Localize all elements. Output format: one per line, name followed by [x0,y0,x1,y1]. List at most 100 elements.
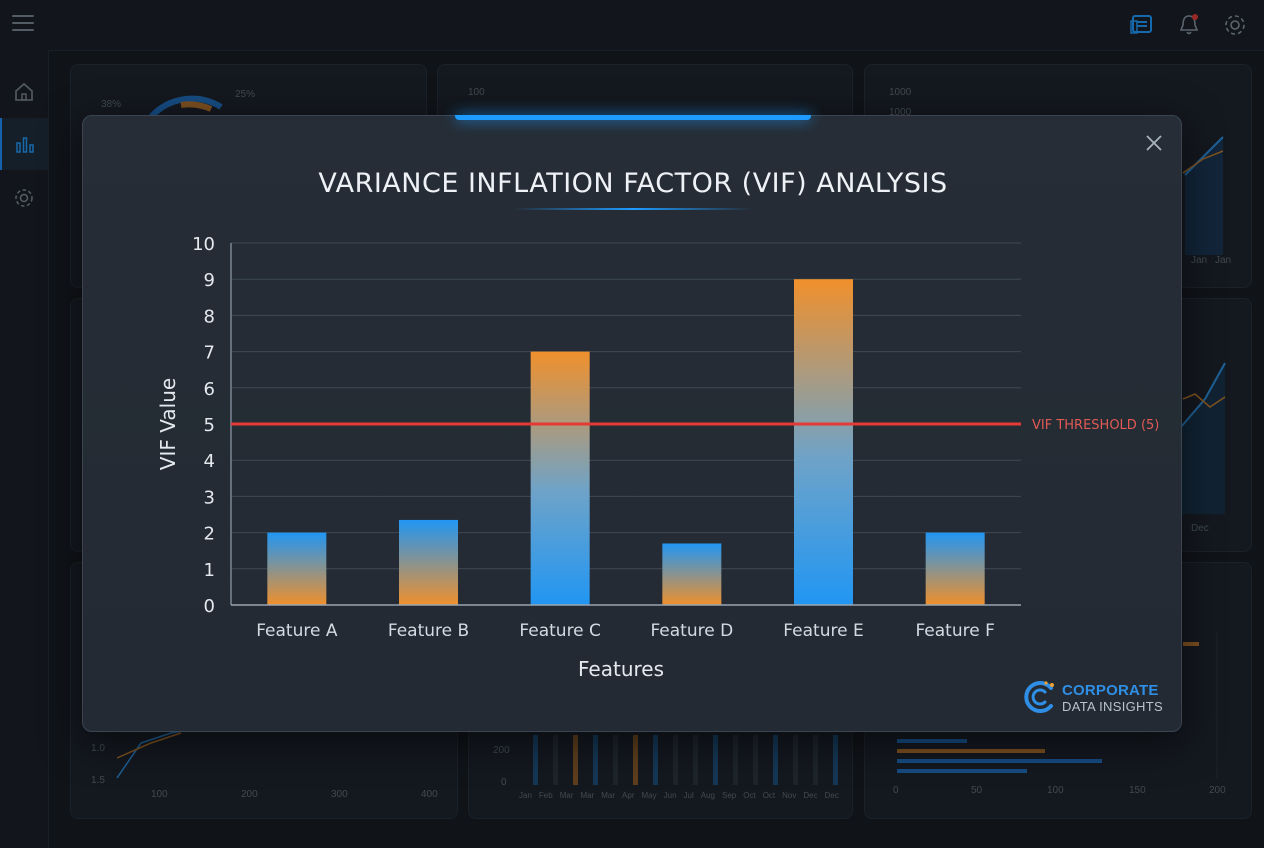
background-label: 100 [1047,785,1064,796]
sidebar-item-home[interactable] [0,66,48,118]
background-label: 200 [241,789,258,800]
background-bar [793,735,798,785]
background-month-label: Dec [803,791,818,800]
background-month-label: Sep [722,791,737,800]
background-month-label: Nov [782,791,797,800]
gear-icon [15,189,33,207]
x-tick-label: Feature E [783,621,863,641]
bell-icon[interactable] [1176,12,1202,38]
company-logo: CORPORATE DATA INSIGHTS [1021,678,1171,718]
y-axis-label: VIF Value [156,378,180,470]
sidebar-item-settings[interactable] [0,172,48,224]
vif-bar-chart: VIF THRESHOLD (5) 0 1 2 3 4 5 6 7 8 9 10 Feature A F… [156,234,1159,681]
background-month-label: Mar [601,791,616,800]
background-bar [633,735,638,785]
x-axis-label: Features [578,657,664,681]
background-label: 100 [151,789,168,800]
background-bar [673,735,678,785]
background-label: 25% [235,89,256,100]
background-label: 400 [421,789,438,800]
background-month-label: Mar [559,791,574,800]
background-month-label: Feb [538,791,553,800]
background-month-label: Jan [519,791,532,800]
background-bar [653,735,658,785]
background-label: 0 [893,785,899,796]
threshold-label: VIF THRESHOLD (5) [1032,418,1159,433]
x-tick-label: Feature C [519,621,601,641]
y-tick-label: 1 [204,560,215,581]
top-bar [0,0,1264,51]
bar [925,532,985,605]
background-month-label: May [641,791,657,800]
background-bar [573,735,578,785]
background-label: Jan [1215,255,1232,266]
bar [267,532,327,605]
y-tick-label: 9 [204,270,215,291]
background-month-label: Jul [683,791,694,800]
background-label: 50 [971,785,983,796]
chart-title: VARIANCE INFLATION FACTOR (VIF) ANALYSIS [318,168,948,199]
background-label: 300 [331,789,348,800]
background-bar [693,735,698,785]
y-tick-label: 8 [204,306,215,327]
x-tick-label: Feature F [915,621,994,641]
background-bar [533,735,538,785]
background-bar [833,735,838,785]
y-tick-label: 5 [204,415,215,436]
y-tick-label: 6 [204,379,215,400]
background-label: 200 [493,745,510,756]
background-month-label: Aug [700,791,715,800]
title-underline [513,208,753,210]
background-month-label: Oct [743,791,756,800]
background-label: 200 [1209,785,1226,796]
logo-line-2: DATA INSIGHTS [1062,699,1163,714]
background-bar [593,735,598,785]
home-icon [15,82,33,101]
bar [399,519,458,605]
sidebar-item-charts[interactable] [0,118,48,170]
background-bar [613,735,618,785]
y-tick-label: 0 [204,596,215,617]
background-bar [553,735,558,785]
y-tick-label: 3 [204,487,215,508]
background-bar [813,735,818,785]
background-label: 1.0 [91,743,105,754]
background-month-label: Jun [663,791,677,800]
close-icon [1146,135,1162,151]
bar [662,543,722,605]
logo-mark-icon [1024,681,1054,713]
y-tick-label: 7 [204,343,215,364]
bar [530,351,590,605]
background-label: 38% [101,99,122,110]
background-month-label: Dec [824,791,839,800]
bar-chart-icon [16,137,34,153]
y-tick-label: 10 [192,234,215,255]
background-bar [713,735,718,785]
sidebar [0,50,49,848]
background-month-label: Apr [622,791,635,800]
logo-line-1: CORPORATE [1062,682,1159,699]
background-bar [753,735,758,785]
menu-icon[interactable] [12,15,34,33]
x-tick-label: Feature A [256,621,338,641]
background-label: 1000 [889,107,912,118]
background-bar [773,735,778,785]
close-button[interactable] [1143,132,1165,154]
y-tick-label: 2 [204,524,215,545]
background-label: 0 [501,777,507,788]
background-label: 1.5 [91,775,105,786]
background-label: 1000 [889,87,912,98]
background-month-labels: Jan Feb Mar Mar Mar Apr May Jun Jul Aug Sep Oct Oct N… [519,791,839,800]
database-icon[interactable] [1130,12,1156,38]
x-tick-label: Feature B [388,621,469,641]
x-tick-label: Feature D [650,621,733,641]
modal-accent-bar [455,115,811,120]
background-label: Dec [1191,523,1209,534]
gear-icon[interactable] [1222,12,1248,38]
vif-chart-modal: VARIANCE INFLATION FACTOR (VIF) ANALYSIS… [82,115,1182,732]
bar [794,279,853,605]
background-label: 100 [468,87,485,98]
background-label: 150 [1129,785,1146,796]
background-month-label: Oct [762,791,776,800]
y-tick-label: 4 [204,451,215,472]
